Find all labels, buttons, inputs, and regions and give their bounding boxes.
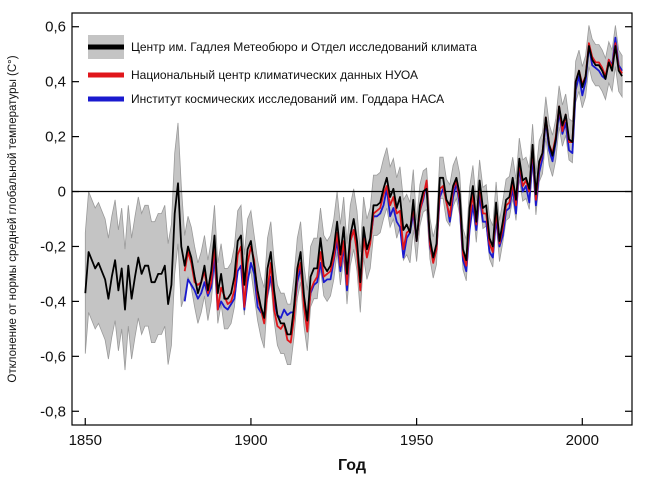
y-tick-label: 0,2 xyxy=(45,129,66,146)
x-axis: 1850 1900 1950 2000 xyxy=(69,418,599,449)
series-line-nasa xyxy=(183,36,623,322)
y-axis: 0,6 0,4 0,2 0 -0,2 -0,4 -0,6 -0,8 xyxy=(40,19,632,420)
x-tick-label: 2000 xyxy=(566,432,599,449)
y-tick-label: 0 xyxy=(58,184,66,201)
y-tick-label: -0,4 xyxy=(40,293,66,310)
series-line-noaa xyxy=(183,42,623,344)
x-axis-title: Год xyxy=(338,457,366,474)
y-axis-title: Отклонение от нормы средней глобальной т… xyxy=(7,55,19,382)
x-tick-label: 1900 xyxy=(234,432,267,449)
y-tick-label: -0,8 xyxy=(40,403,66,420)
plot-frame xyxy=(71,12,633,426)
y-tick-label: 0,4 xyxy=(45,74,66,91)
y-tick-label: 0,6 xyxy=(45,19,66,36)
y-tick-label: -0,2 xyxy=(40,238,66,255)
y-tick-label: -0,6 xyxy=(40,348,66,365)
plot-area xyxy=(72,25,632,371)
x-tick-label: 1950 xyxy=(400,432,433,449)
series-line-hadley xyxy=(84,45,623,336)
legend: Центр им. Гадлея Метеобюро и Отдел иссле… xyxy=(88,35,477,106)
legend-label-noaa: Национальный центр климатических данных … xyxy=(131,68,418,82)
legend-label-nasa: Институт космических исследований им. Го… xyxy=(131,92,444,106)
x-tick-label: 1850 xyxy=(69,432,102,449)
legend-label-hadley: Центр им. Гадлея Метеобюро и Отдел иссле… xyxy=(131,40,477,54)
